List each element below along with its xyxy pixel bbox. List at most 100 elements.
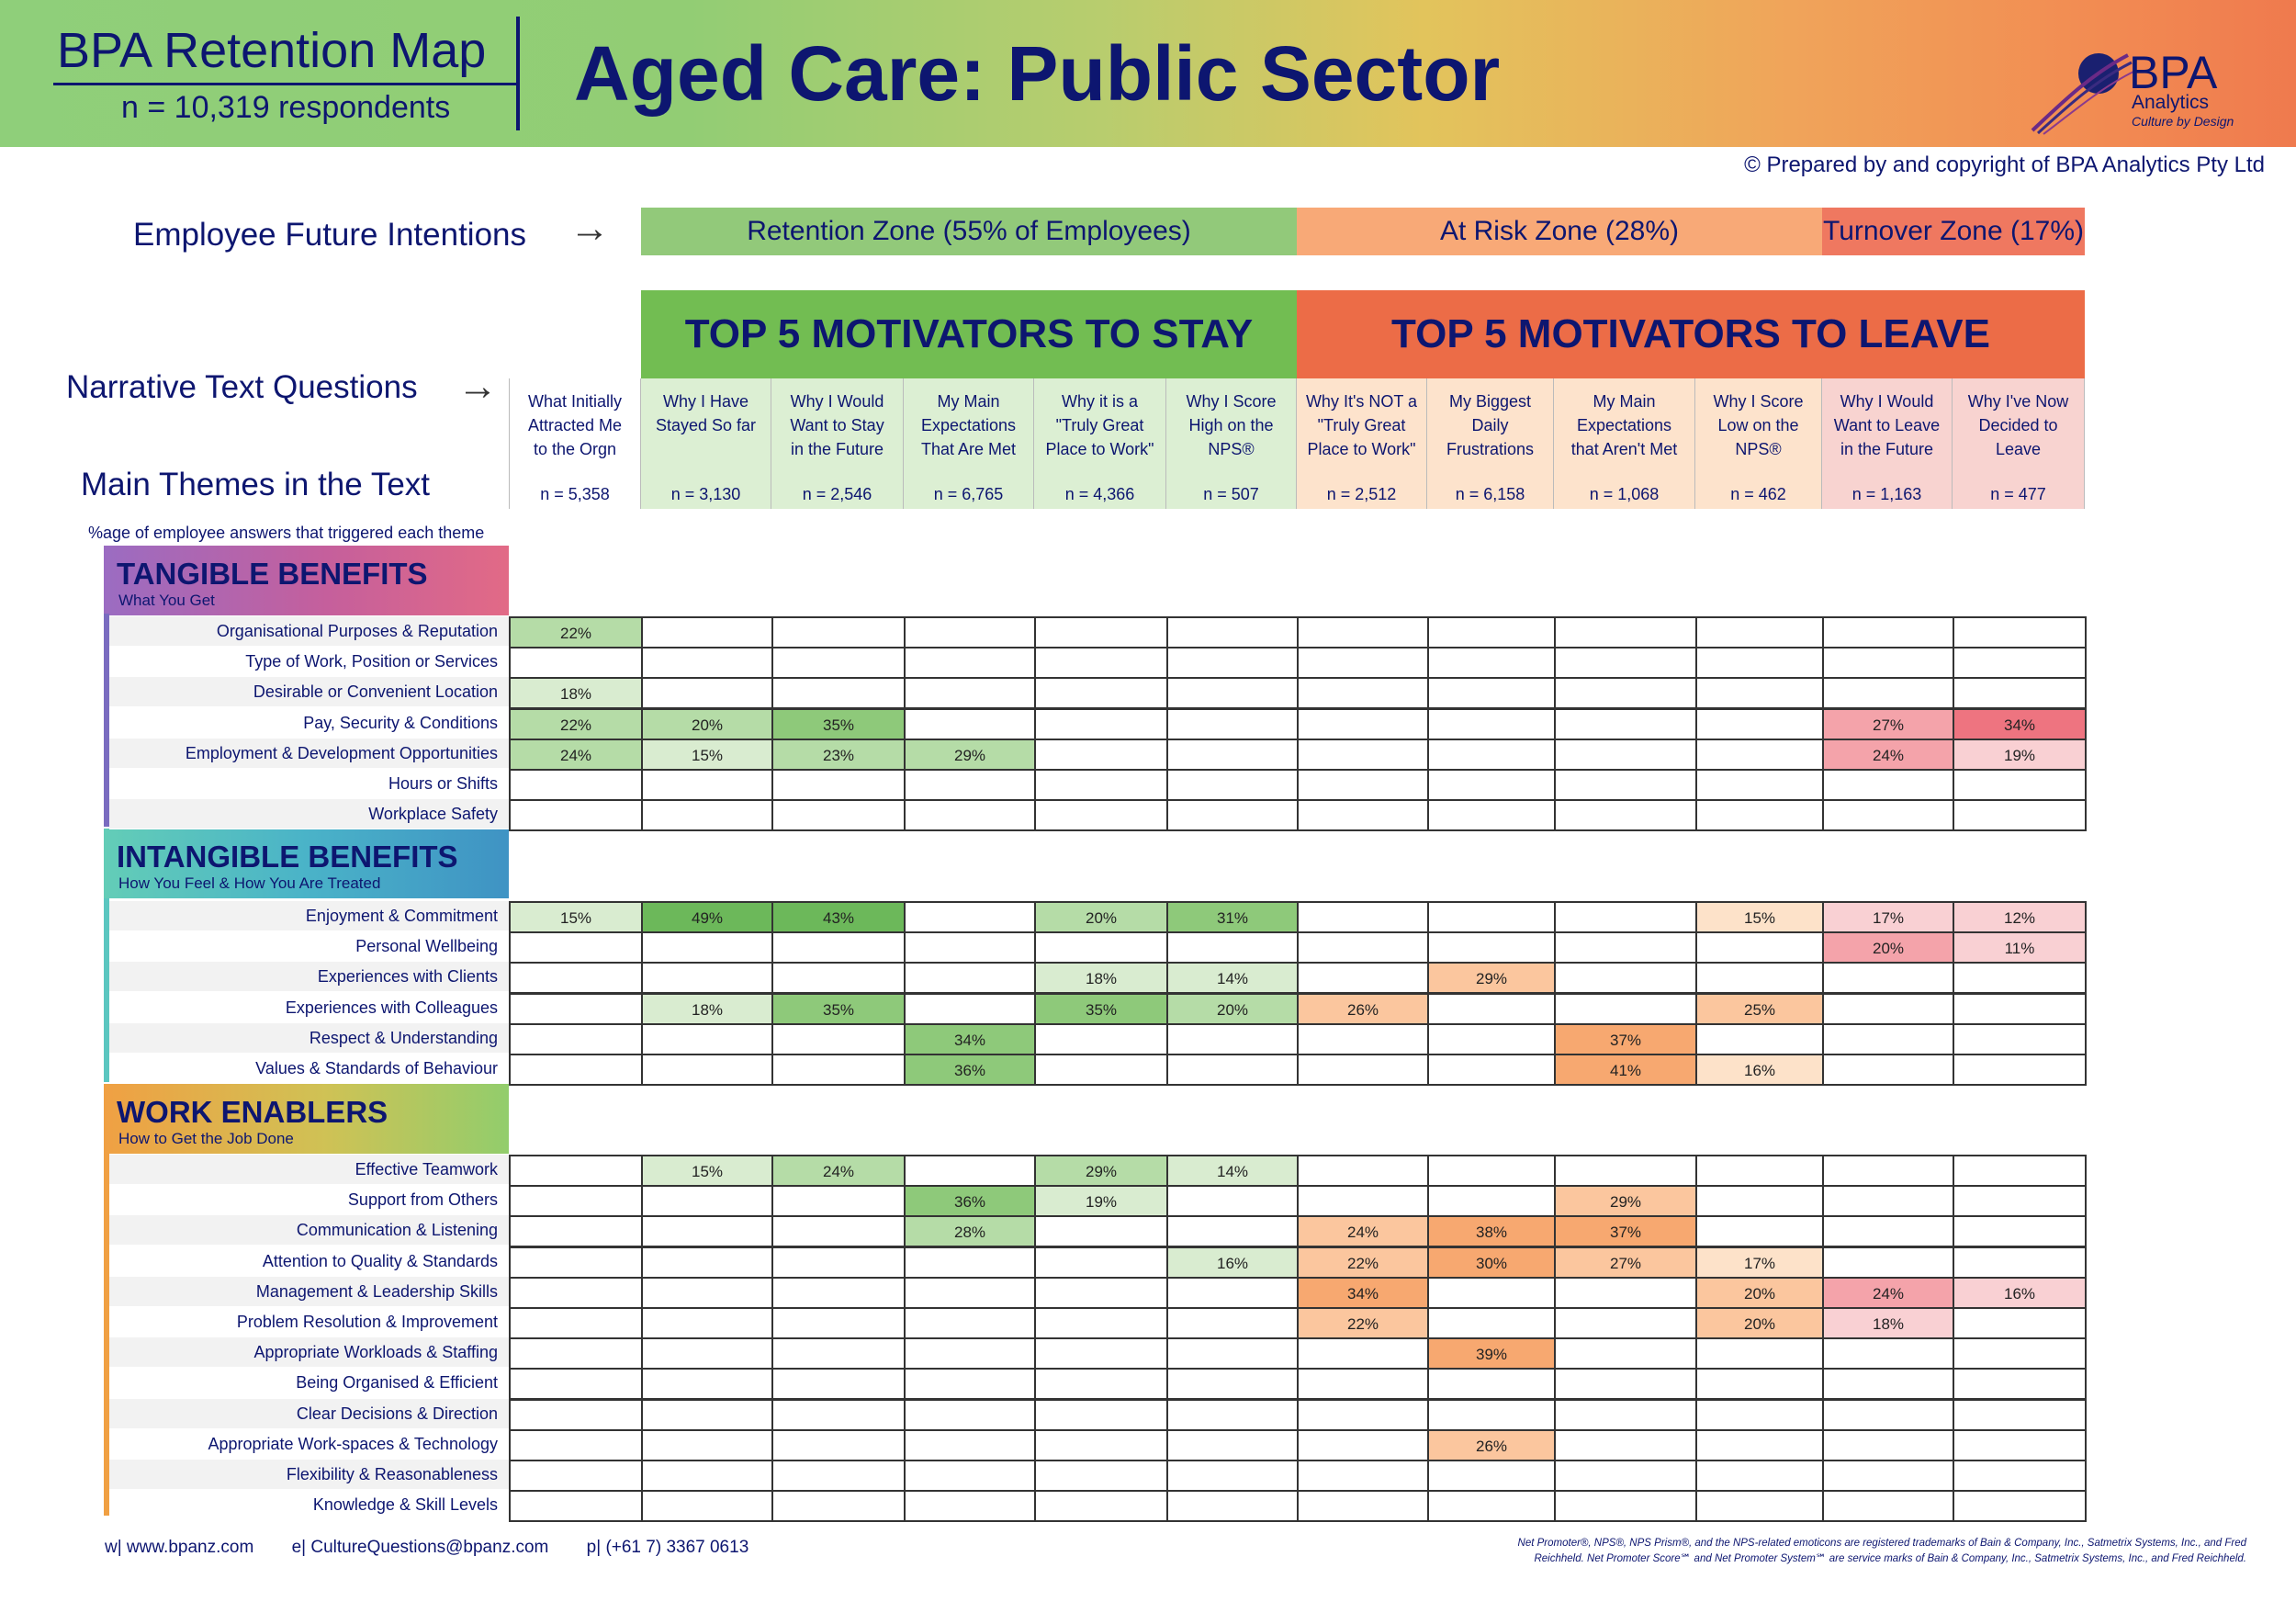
- theme-cell: 35%: [771, 993, 906, 1025]
- theme-cell: [771, 799, 906, 831]
- theme-cell: [1166, 647, 1299, 679]
- theme-cell: 34%: [904, 1023, 1036, 1055]
- theme-cell: 35%: [1034, 993, 1168, 1025]
- theme-cell: [1034, 1337, 1168, 1370]
- theme-cell: [1034, 1307, 1168, 1339]
- theme-cell: [904, 647, 1036, 679]
- theme-cell: [1822, 1155, 1954, 1187]
- theme-cell: [1034, 1246, 1168, 1279]
- theme-cell: [1695, 616, 1824, 648]
- theme-cell: [641, 1023, 773, 1055]
- question-line: High on the: [1188, 416, 1274, 434]
- question-text: Why I Score High on the NPS®: [1168, 389, 1294, 461]
- theme-cell: [1822, 1054, 1954, 1086]
- question-line: Expectations: [920, 416, 1017, 434]
- question-line: in the Future: [790, 440, 884, 458]
- footer-email-link[interactable]: e| CultureQuestions@bpanz.com: [291, 1538, 549, 1557]
- theme-label: Enjoyment & Commitment: [109, 901, 509, 931]
- theme-cell: [509, 1155, 643, 1187]
- theme-cell: 31%: [1166, 901, 1299, 933]
- theme-cell: [1822, 799, 1954, 831]
- theme-cell: [1695, 647, 1824, 679]
- question-line: Stayed So far: [655, 416, 757, 434]
- theme-cell: [1822, 962, 1954, 994]
- theme-cell: [1427, 1368, 1556, 1400]
- theme-cell: [1953, 1368, 2087, 1400]
- theme-cell: 18%: [1822, 1307, 1954, 1339]
- question-header: Why I've Now Decided to Leave n = 477: [1953, 378, 2085, 509]
- question-line: Why I Would: [1840, 392, 1934, 411]
- logo-tagline: Culture by Design: [2132, 114, 2234, 129]
- theme-cell: [509, 1023, 643, 1055]
- theme-cell: [1297, 616, 1429, 648]
- theme-cell: 29%: [1427, 962, 1556, 994]
- theme-cell: [1166, 931, 1299, 964]
- question-line: Attracted Me: [527, 416, 623, 434]
- section-accent-bar: [104, 614, 109, 827]
- theme-cell: [1166, 1368, 1299, 1400]
- section-subtitle: How to Get the Job Done: [118, 1130, 294, 1147]
- theme-cell: [1554, 677, 1697, 709]
- theme-cell: [1822, 1337, 1954, 1370]
- theme-cell: [771, 962, 906, 994]
- question-text: Why I Have Stayed So far: [643, 389, 769, 461]
- theme-cell: [641, 799, 773, 831]
- theme-cell: [904, 708, 1036, 740]
- turnover-zone: Turnover Zone (17%): [1822, 208, 2085, 255]
- theme-cell: [1953, 769, 2087, 801]
- theme-label: Being Organised & Efficient: [109, 1368, 509, 1398]
- percentage-note: %age of employee answers that triggered …: [88, 524, 485, 542]
- theme-cell: [1034, 1368, 1168, 1400]
- question-line: My Main: [1593, 392, 1656, 411]
- theme-cell: 20%: [1695, 1307, 1824, 1339]
- section-subtitle: What You Get: [118, 592, 215, 609]
- theme-cell: 30%: [1427, 1246, 1556, 1279]
- theme-cell: [1034, 1460, 1168, 1492]
- theme-cell: 29%: [904, 739, 1036, 771]
- theme-cell: [1822, 993, 1954, 1025]
- theme-cell: [1427, 1155, 1556, 1187]
- theme-cell: [771, 769, 906, 801]
- theme-cell: [1953, 1246, 2087, 1279]
- question-header: Why I Have Stayed So far n = 3,130: [641, 378, 771, 509]
- question-line: in the Future: [1840, 440, 1934, 458]
- question-header: My Biggest Daily Frustrations n = 6,158: [1427, 378, 1554, 509]
- theme-cell: [771, 1246, 906, 1279]
- theme-cell: 41%: [1554, 1054, 1697, 1086]
- question-line: [643, 437, 769, 461]
- question-header: What Initially Attracted Me to the Orgn n =…: [509, 378, 641, 509]
- theme-cell: [1953, 647, 2087, 679]
- brand-box: BPA Retention Map n = 10,319 respondents: [53, 18, 522, 131]
- theme-cell: [771, 1023, 906, 1055]
- theme-cell: [1427, 1460, 1556, 1492]
- theme-cell: [509, 1429, 643, 1461]
- theme-cell: [1554, 1399, 1697, 1431]
- brand-underline: [53, 83, 517, 85]
- theme-cell: [904, 993, 1036, 1025]
- theme-cell: [1166, 1337, 1299, 1370]
- theme-cell: [1695, 1155, 1824, 1187]
- question-line: "Truly Great: [1055, 416, 1144, 434]
- footer-web-link[interactable]: w| www.bpanz.com: [105, 1538, 254, 1557]
- theme-cell: [1554, 739, 1697, 771]
- theme-cell: [1166, 1185, 1299, 1217]
- theme-cell: [641, 769, 773, 801]
- theme-cell: [904, 616, 1036, 648]
- theme-cell: [1953, 616, 2087, 648]
- question-line: Expectations: [1576, 416, 1672, 434]
- theme-cell: [1166, 708, 1299, 740]
- theme-cell: 14%: [1166, 1155, 1299, 1187]
- theme-cell: [1297, 1337, 1429, 1370]
- question-header: Why I Would Want to Leave in the Future n =…: [1822, 378, 1953, 509]
- question-line: Want to Leave: [1833, 416, 1941, 434]
- theme-cell: [904, 1368, 1036, 1400]
- theme-cell: 19%: [1034, 1185, 1168, 1217]
- question-line: Why I Score: [1713, 392, 1804, 411]
- theme-cell: [1427, 993, 1556, 1025]
- theme-cell: 38%: [1427, 1215, 1556, 1247]
- theme-cell: [1554, 1155, 1697, 1187]
- theme-cell: 24%: [1822, 1277, 1954, 1309]
- question-respondents: n = 462: [1730, 485, 1786, 503]
- theme-cell: [1297, 1429, 1429, 1461]
- theme-cell: [1034, 931, 1168, 964]
